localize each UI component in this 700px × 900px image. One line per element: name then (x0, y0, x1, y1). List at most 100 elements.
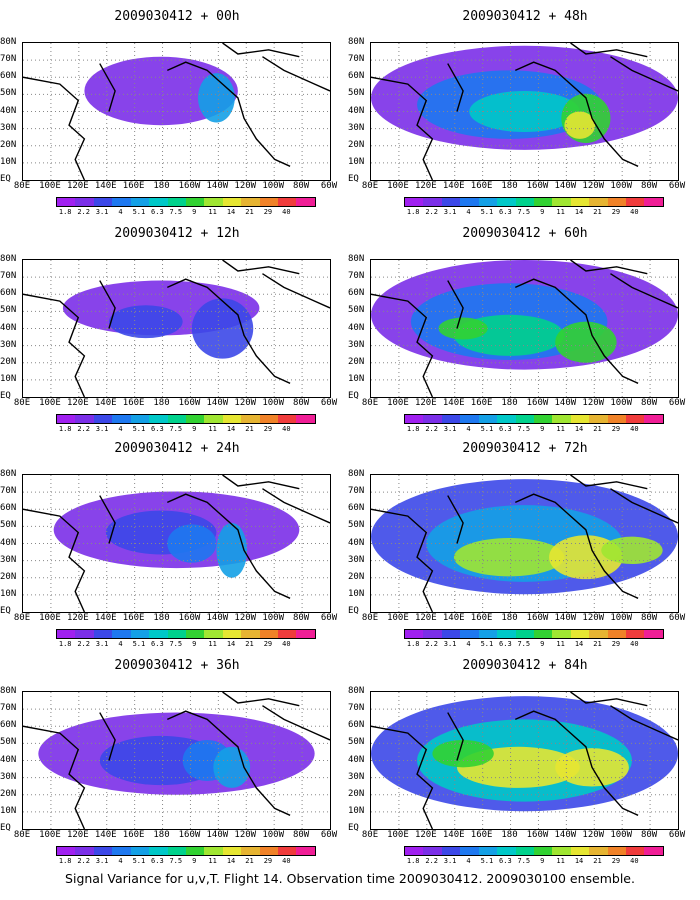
longitude-label: 100W (610, 613, 633, 623)
longitude-label: 160E (122, 830, 145, 840)
longitude-label: 80W (292, 830, 310, 840)
colorbar-label: 21 (245, 857, 254, 865)
variance-field (23, 260, 330, 397)
colorbar-label: 7.5 (517, 640, 531, 648)
colorbar-swatch (296, 198, 315, 206)
coastline (570, 43, 648, 58)
coastline (262, 488, 330, 524)
latitude-label: 20N (348, 139, 365, 150)
colorbar-swatch (497, 847, 516, 855)
coastline (610, 273, 678, 309)
colorbar-label: 6.3 (151, 208, 164, 216)
longitude-label: 160W (178, 613, 201, 623)
panel-title: 2009030412 + 48h (462, 9, 588, 24)
variance-contour (84, 56, 238, 126)
colorbar-swatch (405, 198, 424, 206)
longitude-label: 80E (361, 398, 379, 408)
longitude-label: 120W (234, 613, 257, 623)
colorbar-swatch (296, 630, 315, 638)
colorbar-label: 29 (611, 640, 621, 648)
latitude-label: 60N (0, 71, 17, 82)
longitude-label: 120E (414, 830, 437, 840)
longitude-label: 120W (582, 613, 605, 623)
longitude-label: 140E (442, 613, 465, 623)
latitude-label: EQ (348, 606, 359, 616)
latitude-label: 10N (348, 805, 365, 816)
colorbar-swatch (405, 630, 424, 638)
coastline (262, 56, 330, 92)
map-panel (370, 42, 679, 181)
colorbar-swatch (130, 630, 150, 638)
latitude-label: 30N (0, 339, 17, 350)
colorbar-label: 4 (118, 425, 123, 433)
colorbar-label: 1.8 (58, 857, 72, 865)
latitude-label: 60N (348, 288, 365, 299)
colorbar-swatch (644, 847, 663, 855)
colorbar-swatch (478, 847, 498, 855)
colorbar-swatch (552, 198, 571, 206)
colorbar-swatch (570, 847, 590, 855)
longitude-label: 140E (442, 398, 465, 408)
longitude-label: 80W (292, 181, 310, 191)
colorbar-swatch (441, 198, 461, 206)
colorbar-label: 2.2 (425, 208, 438, 216)
colorbar-swatch (552, 415, 571, 423)
colorbar-label: 1.8 (58, 425, 72, 433)
colorbar-swatch (278, 630, 297, 638)
colorbar-swatch (570, 415, 590, 423)
colorbar-swatch (57, 198, 76, 206)
colorbar-swatch (167, 198, 186, 206)
latitude-label: 10N (0, 156, 17, 167)
colorbar-swatch (130, 847, 150, 855)
colorbar-label: 2.2 (425, 640, 438, 648)
colorbar-swatch (589, 630, 608, 638)
coastline (262, 705, 330, 741)
colorbar-swatch (222, 847, 242, 855)
colorbar-swatch (222, 630, 242, 638)
colorbar-label: 21 (245, 208, 254, 216)
colorbar-swatch (405, 847, 424, 855)
colorbar-label: 21 (245, 425, 254, 433)
colorbar-swatch (296, 415, 315, 423)
latitude-label: 10N (348, 588, 365, 599)
longitude-label: 80W (640, 830, 658, 840)
longitude-label: 100W (610, 830, 633, 840)
colorbar-swatch (423, 847, 442, 855)
colorbar-label: 4 (466, 425, 471, 433)
colorbar-swatch (185, 847, 205, 855)
colorbar-swatch (241, 415, 260, 423)
colorbar-label: 29 (611, 208, 621, 216)
longitude-label: 180 (153, 181, 170, 191)
coastline (610, 488, 678, 524)
colorbar-swatch (241, 198, 260, 206)
colorbar-swatch (533, 630, 553, 638)
longitude-label: 140W (206, 830, 229, 840)
colorbar-label: 6.3 (151, 640, 164, 648)
colorbar-label: 11 (556, 857, 565, 865)
colorbar-label: 11 (556, 640, 565, 648)
panel-title: 2009030412 + 24h (114, 441, 240, 456)
colorbar-label: 5.1 (480, 640, 494, 648)
colorbar-swatch (570, 198, 590, 206)
colorbar-swatch (93, 630, 113, 638)
longitude-label: 160E (470, 830, 493, 840)
coastline (570, 475, 648, 490)
longitude-label: 120E (66, 398, 89, 408)
panel-title: 2009030412 + 72h (462, 441, 588, 456)
longitude-label: 100W (262, 181, 285, 191)
coastline (222, 43, 300, 58)
colorbar-label: 3.1 (443, 208, 457, 216)
longitude-label: 60W (320, 830, 338, 840)
coastline (371, 508, 434, 612)
coastline (262, 273, 330, 309)
colorbar-label: 14 (226, 640, 236, 648)
colorbar-label: 40 (282, 857, 291, 865)
longitude-label: 80W (640, 181, 658, 191)
latitude-label: 20N (0, 139, 17, 150)
colorbar-label: 5.1 (132, 857, 146, 865)
latitude-label: 70N (348, 271, 365, 282)
longitude-label: 100E (39, 398, 61, 408)
longitude-label: 80E (13, 181, 31, 191)
colorbar-label: 9 (192, 425, 197, 433)
colorbar-label: 14 (226, 857, 236, 865)
